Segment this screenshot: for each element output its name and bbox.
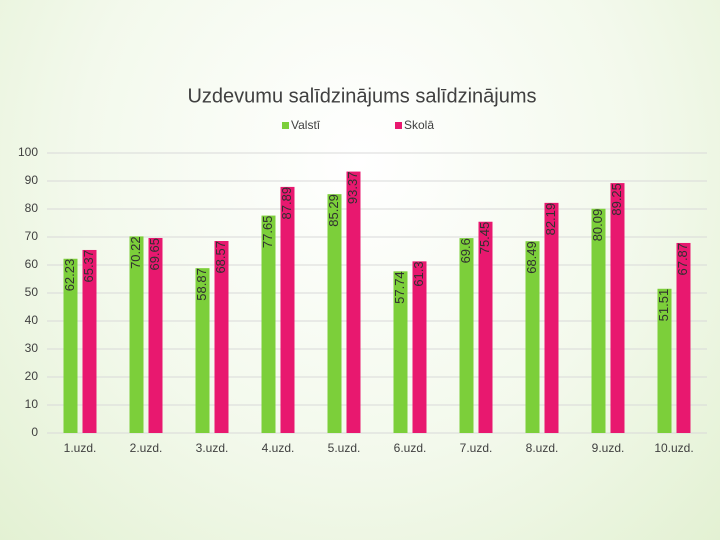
bar — [82, 249, 97, 433]
bar — [676, 242, 691, 433]
value-label: 51.51 — [656, 289, 671, 322]
y-tick-label: 90 — [25, 173, 39, 187]
bar — [129, 236, 144, 433]
value-label: 68.49 — [524, 241, 539, 274]
bar — [478, 221, 493, 433]
y-tick-label: 70 — [25, 229, 39, 243]
x-tick-label: 8.uzd. — [526, 441, 559, 455]
bar — [393, 271, 408, 433]
value-label: 77.65 — [260, 216, 275, 249]
value-label: 82.19 — [543, 203, 558, 236]
bar — [214, 241, 229, 433]
x-tick-label: 9.uzd. — [592, 441, 625, 455]
y-tick-label: 40 — [25, 313, 39, 327]
x-tick-label: 1.uzd. — [64, 441, 97, 455]
bar — [261, 215, 276, 433]
y-tick-label: 20 — [25, 369, 39, 383]
bar — [63, 258, 78, 433]
value-label: 57.74 — [392, 271, 407, 304]
legend-swatch — [282, 122, 289, 129]
value-label: 85.29 — [326, 194, 341, 227]
y-tick-label: 50 — [25, 285, 39, 299]
y-tick-label: 60 — [25, 257, 39, 271]
bar — [195, 268, 210, 433]
value-label: 65.37 — [81, 250, 96, 283]
x-tick-label: 7.uzd. — [460, 441, 493, 455]
bar — [525, 241, 540, 433]
x-tick-label: 3.uzd. — [196, 441, 229, 455]
value-label: 62.23 — [62, 259, 77, 292]
value-label: 70.22 — [128, 236, 143, 269]
value-label: 80.09 — [590, 209, 605, 242]
x-tick-label: 5.uzd. — [328, 441, 361, 455]
value-label: 69.65 — [147, 238, 162, 271]
bar — [346, 171, 361, 433]
value-label: 61.3 — [411, 261, 426, 286]
chart-title: Uzdevumu salīdzinājums salīdzinājums — [187, 85, 536, 107]
value-label: 67.87 — [675, 243, 690, 276]
y-tick-label: 80 — [25, 201, 39, 215]
bar — [459, 238, 474, 433]
y-tick-label: 100 — [18, 145, 38, 159]
y-tick-label: 10 — [25, 397, 39, 411]
value-label: 87.89 — [279, 187, 294, 220]
legend-label: Valstī — [291, 118, 321, 132]
x-tick-label: 2.uzd. — [130, 441, 163, 455]
bar — [591, 208, 606, 433]
x-tick-label: 6.uzd. — [394, 441, 427, 455]
bar — [610, 183, 625, 433]
bar — [657, 288, 672, 433]
x-tick-label: 10.uzd. — [654, 441, 693, 455]
y-tick-label: 0 — [31, 425, 38, 439]
value-label: 68.57 — [213, 241, 228, 274]
bar — [327, 194, 342, 433]
value-label: 93.37 — [345, 172, 360, 205]
y-tick-label: 30 — [25, 341, 39, 355]
bar — [148, 237, 163, 433]
legend-swatch — [395, 122, 402, 129]
bar — [412, 261, 427, 433]
value-label: 69.6 — [458, 238, 473, 263]
bar — [280, 186, 295, 433]
value-label: 89.25 — [609, 183, 624, 216]
legend-label: Skolā — [404, 118, 434, 132]
value-label: 58.87 — [194, 268, 209, 301]
bar — [544, 202, 559, 433]
value-label: 75.45 — [477, 222, 492, 255]
x-tick-label: 4.uzd. — [262, 441, 295, 455]
